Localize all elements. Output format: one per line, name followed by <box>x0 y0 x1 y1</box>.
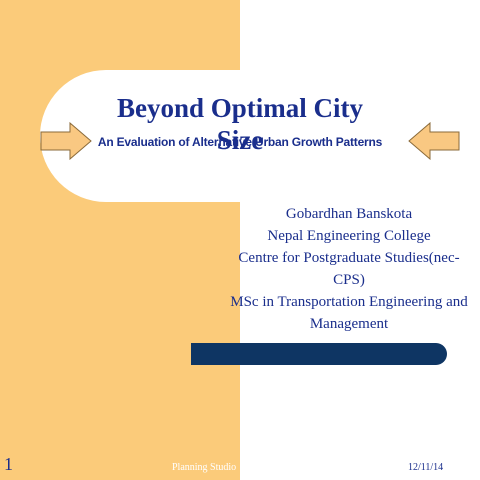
department: Centre for Postgraduate Studies(nec-CPS) <box>238 250 460 288</box>
author-info: Gobardhan Banskota Nepal Engineering Col… <box>226 203 472 335</box>
author-name: Gobardhan Banskota <box>285 206 413 222</box>
arrow-right-icon <box>40 122 92 160</box>
footer-date: 12/11/14 <box>408 462 444 473</box>
accent-bar <box>191 343 447 365</box>
arrow-left-icon <box>408 122 460 160</box>
title-banner <box>40 70 480 202</box>
slide-title: Beyond Optimal City Size <box>116 93 364 155</box>
institution: Nepal Engineering College <box>267 228 431 244</box>
footer-label: Planning Studio <box>172 462 237 473</box>
program: MSc in Transportation Engineering and Ma… <box>230 294 468 332</box>
slide-number: 1 <box>4 454 13 474</box>
slide-subtitle: An Evaluation of Alternative Urban Growt… <box>97 135 383 149</box>
